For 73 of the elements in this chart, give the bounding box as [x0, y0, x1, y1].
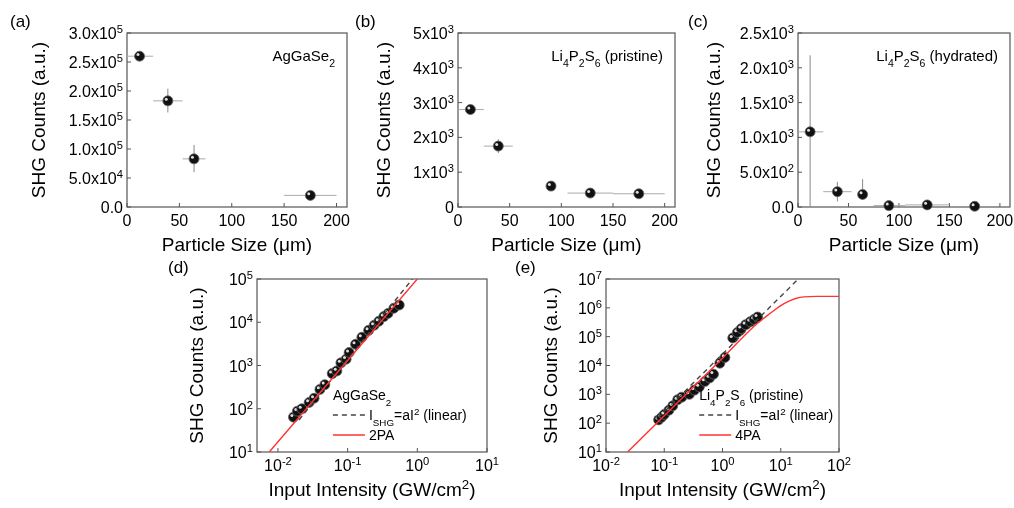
- y-tick-label: 1x10$^{3}$: [413, 162, 454, 182]
- y-tick-label: 10$^{7}$: [577, 269, 602, 288]
- legend-title: AgGaSe$_{2}$: [332, 387, 392, 408]
- y-tick-label: 0: [445, 199, 455, 216]
- x-tick-label: 50: [170, 212, 189, 229]
- y-axis-title: SHG Counts (a.u.): [703, 41, 724, 199]
- annotation: Li$_{4}$P$_{2}$S$_{6}$ (hydrated): [876, 47, 998, 69]
- y-tick-label: 2.0x10$^{3}$: [739, 57, 794, 77]
- y-tick-label: 10$^{5}$: [577, 326, 602, 346]
- x-tick-label: 100: [547, 212, 575, 229]
- chart-title: (d): [168, 258, 189, 277]
- chart-title: (a): [10, 12, 31, 31]
- y-tick-label: 1.5x10$^{5}$: [68, 110, 123, 129]
- y-tick-label: 5.0x10$^{2}$: [739, 162, 794, 182]
- x-axis-title: Particle Size (μm): [161, 234, 313, 255]
- annotation: AgGaSe$_{2}$: [272, 47, 336, 69]
- x-tick-label: 10$^{-1}$: [333, 455, 362, 474]
- y-axis-title: SHG Counts (a.u.): [28, 41, 49, 199]
- x-tick-label: 10$^{2}$: [826, 455, 852, 474]
- y-tick-label: 4x10$^{3}$: [413, 57, 454, 77]
- y-tick-label: 10$^{3}$: [577, 384, 602, 404]
- x-tick-label: 50: [839, 212, 858, 229]
- x-tick-label: 150: [270, 212, 298, 229]
- y-tick-label: 2.5x10$^{5}$: [68, 52, 123, 71]
- chart-title: (e): [515, 258, 536, 277]
- y-axis-title: SHG Counts (a.u.): [540, 287, 561, 444]
- y-tick-label: 10$^{6}$: [577, 297, 602, 317]
- y-tick-label: 10$^{2}$: [228, 398, 253, 418]
- x-tick-label: 10$^{0}$: [405, 455, 430, 474]
- legend-label: 4PA: [735, 427, 762, 443]
- y-tick-label: 10$^{2}$: [577, 413, 602, 433]
- y-tick-label: 1.0x10$^{5}$: [68, 139, 123, 158]
- y-tick-label: 3.0x10$^{5}$: [68, 23, 123, 42]
- x-tick-label: 200: [651, 212, 679, 229]
- x-tick-label: 10$^{1}$: [474, 455, 500, 474]
- legend-label: I$_{SHG}$=aI$^{2}$ (linear): [735, 405, 834, 428]
- y-tick-label: 0.0: [771, 199, 795, 216]
- x-tick-label: 100: [218, 212, 246, 229]
- y-tick-label: 1.0x10$^{3}$: [739, 127, 794, 147]
- y-tick-label: 10$^{5}$: [228, 269, 253, 288]
- x-tick-label: 10$^{-2}$: [264, 455, 292, 474]
- y-axis-title: SHG Counts (a.u.): [373, 41, 394, 199]
- x-axis-title: Particle Size (μm): [828, 234, 980, 255]
- y-tick-label: 2.5x10$^{3}$: [739, 23, 794, 42]
- y-tick-label: 0.0: [100, 199, 124, 216]
- y-tick-label: 10$^{4}$: [228, 312, 253, 332]
- x-tick-label: 10$^{0}$: [710, 455, 735, 474]
- x-tick-label: 50: [500, 212, 519, 229]
- y-tick-label: 1.5x10$^{3}$: [739, 92, 794, 112]
- y-tick-label: 2.0x10$^{5}$: [68, 81, 123, 100]
- y-tick-label: 10$^{1}$: [228, 442, 253, 461]
- x-axis-title: Input Intensity (GW/cm$^{2}$): [619, 476, 826, 500]
- chart-title: (b): [355, 12, 376, 31]
- legend-title: Li$_{4}$P$_{2}$S$_{6}$ (pristine): [699, 387, 804, 408]
- y-tick-label: 5.0x10$^{4}$: [68, 168, 123, 187]
- annotation: Li$_{4}$P$_{2}$S$_{6}$ (pristine): [551, 47, 663, 69]
- y-tick-label: 3x10$^{3}$: [413, 92, 454, 112]
- x-tick-label: 200: [323, 212, 350, 229]
- x-tick-label: 10$^{-1}$: [650, 455, 679, 474]
- y-axis-title: SHG Counts (a.u.): [186, 287, 207, 444]
- x-tick-label: 100: [885, 212, 913, 229]
- chart-title: (c): [688, 12, 708, 31]
- x-tick-label: 200: [986, 212, 1014, 229]
- x-tick-label: 150: [599, 212, 627, 229]
- legend-label: 2PA: [368, 427, 395, 443]
- y-tick-label: 10$^{4}$: [577, 355, 602, 375]
- legend-label: I$_{SHG}$=aI$^{2}$ (linear): [368, 405, 467, 428]
- x-axis-title: Input Intensity (GW/cm$^{2}$): [268, 476, 476, 500]
- y-tick-label: 10$^{3}$: [228, 355, 253, 375]
- y-tick-label: 5x10$^{3}$: [413, 23, 454, 42]
- x-tick-label: 150: [936, 212, 963, 229]
- y-tick-label: 2x10$^{3}$: [413, 127, 454, 147]
- x-axis-title: Particle Size (μm): [491, 234, 642, 255]
